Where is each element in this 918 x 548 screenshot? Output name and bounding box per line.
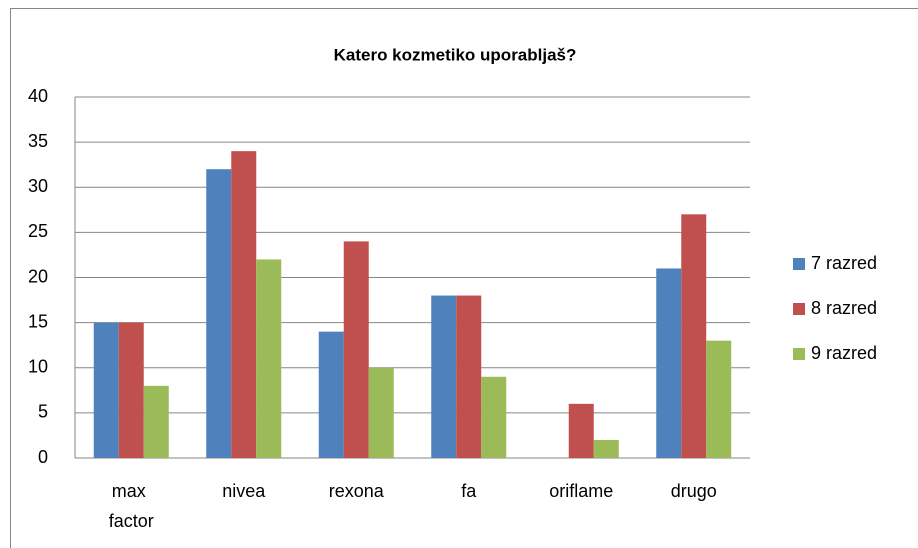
y-tick-label: 5	[38, 402, 48, 422]
legend-swatch	[793, 303, 805, 315]
bar	[456, 295, 482, 458]
bar	[256, 259, 282, 458]
x-tick-label-line: factor	[109, 511, 154, 531]
x-tick-label: nivea	[222, 481, 266, 501]
bar	[118, 322, 144, 458]
x-tick-label-line: drugo	[671, 481, 717, 501]
bar	[568, 403, 594, 458]
y-tick-label: 40	[28, 86, 48, 106]
chart-title: Katero kozmetiko uporabljaš?	[334, 45, 577, 64]
y-tick-label: 15	[28, 311, 48, 331]
x-tick-label: rexona	[329, 481, 385, 501]
bar	[318, 331, 344, 458]
bar	[706, 340, 732, 458]
y-tick-label: 20	[28, 266, 48, 286]
bar	[143, 385, 169, 458]
legend-swatch	[793, 348, 805, 360]
bar	[231, 151, 257, 458]
bar	[481, 376, 507, 458]
legend-label: 9 razred	[811, 343, 877, 363]
bar	[343, 241, 369, 458]
x-tick-label: oriflame	[549, 481, 613, 501]
x-tick-label-line: nivea	[222, 481, 266, 501]
x-tick-label-line: oriflame	[549, 481, 613, 501]
bar	[656, 268, 682, 458]
bar	[431, 295, 457, 458]
y-tick-label: 0	[38, 447, 48, 467]
y-tick-label: 35	[28, 131, 48, 151]
x-tick-label: drugo	[671, 481, 717, 501]
x-tick-label-line: fa	[461, 481, 477, 501]
y-tick-label: 25	[28, 221, 48, 241]
bar	[93, 322, 119, 458]
bar	[206, 169, 232, 458]
chart-frame	[10, 8, 918, 548]
y-tick-label: 10	[28, 357, 48, 377]
bar	[368, 367, 394, 458]
legend-label: 8 razred	[811, 298, 877, 318]
bar	[593, 439, 619, 458]
x-tick-label: fa	[461, 481, 477, 501]
x-tick-label-line: max	[112, 481, 151, 501]
y-tick-label: 30	[28, 176, 48, 196]
x-tick-label: max factor	[109, 481, 154, 531]
legend-label: 7 razred	[811, 253, 877, 273]
legend-swatch	[793, 258, 805, 270]
bar	[681, 214, 707, 458]
x-tick-label-line: rexona	[329, 481, 385, 501]
